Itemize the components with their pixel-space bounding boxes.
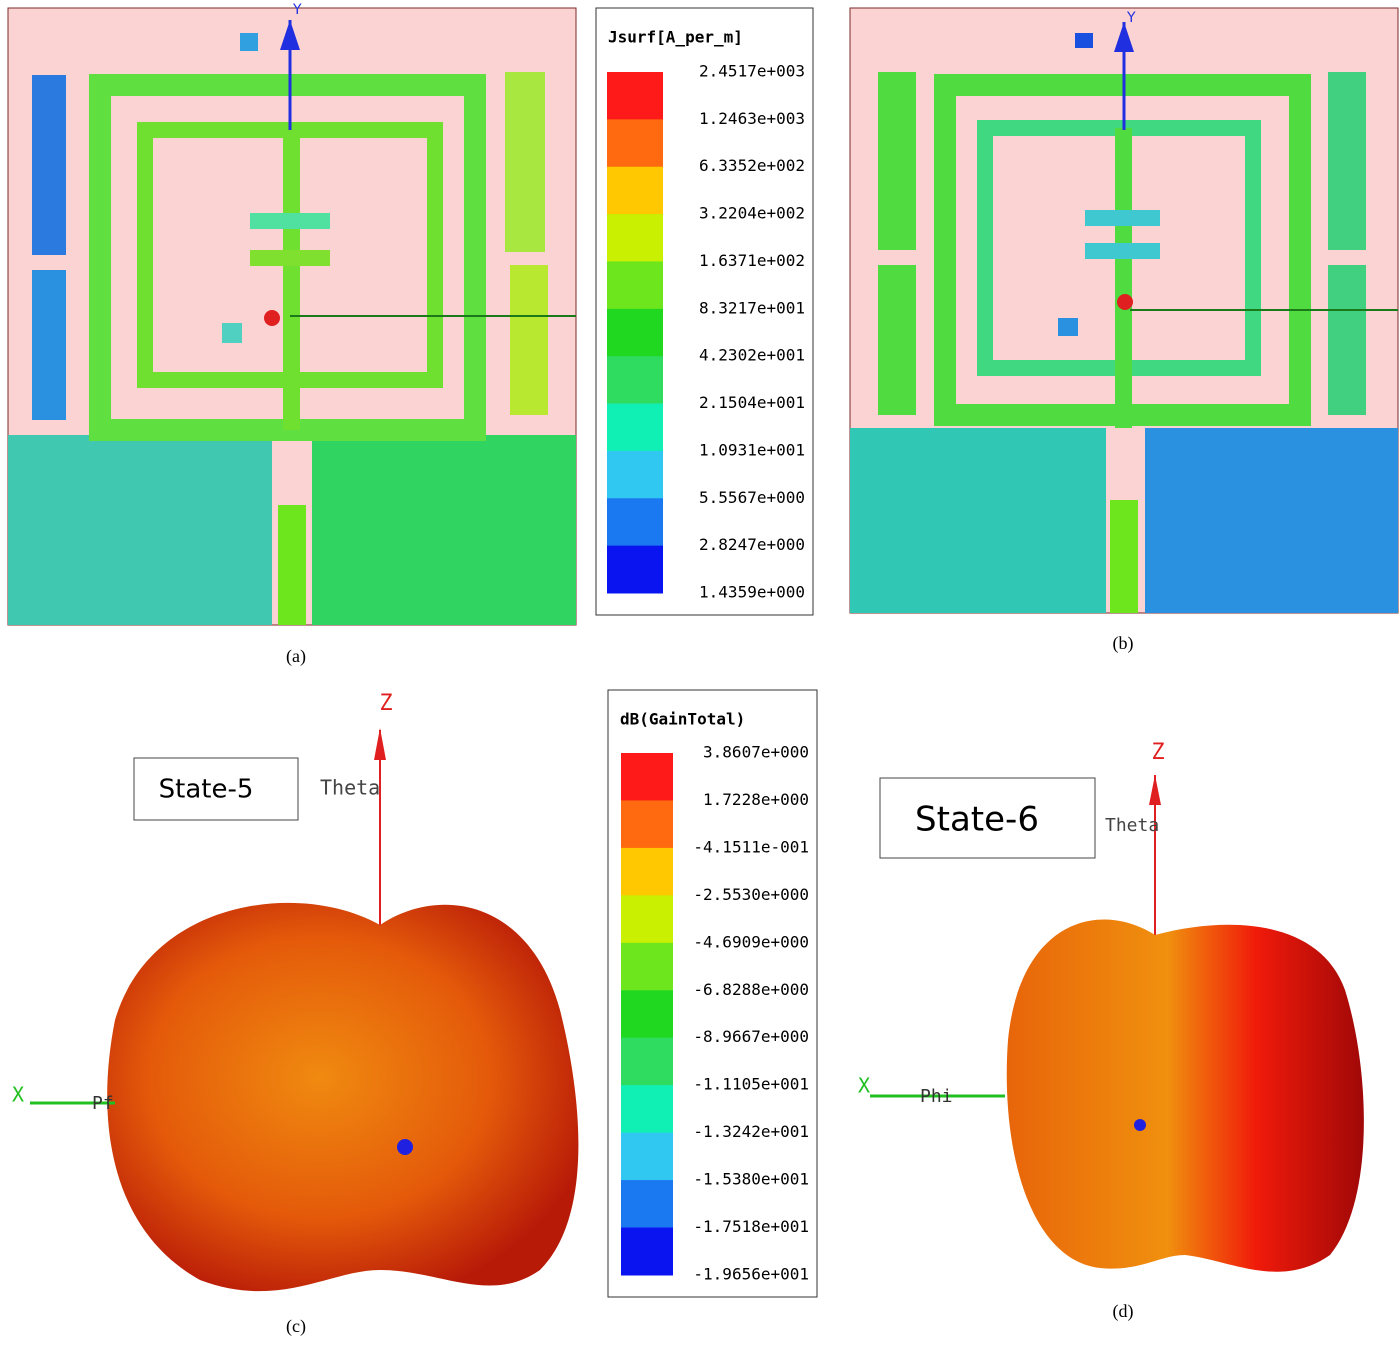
- legend-title: dB(GainTotal): [620, 710, 745, 729]
- legend-label: 2.1504e+001: [699, 393, 805, 412]
- legend-label: -4.6909e+000: [693, 932, 809, 951]
- color-swatch: [621, 1037, 673, 1086]
- axis-label: Z: [1151, 740, 1164, 765]
- axis-label: Theta: [1105, 815, 1159, 836]
- color-swatch: [607, 72, 663, 120]
- legend-label: 1.0931e+001: [699, 440, 805, 459]
- legend-label: -1.5380e+001: [693, 1170, 809, 1189]
- color-swatch: [607, 403, 663, 452]
- axis-label: Phi: [920, 1086, 953, 1107]
- axis-label: Theta: [320, 776, 380, 800]
- legend-label: 1.7228e+000: [703, 790, 809, 809]
- legend-label: 6.3352e+002: [699, 156, 805, 175]
- caption: (c): [286, 1316, 306, 1337]
- state-box: [879, 777, 1096, 859]
- legend-label: 1.2463e+003: [699, 109, 805, 128]
- state-label: State-6: [915, 800, 1039, 840]
- color-swatch: [607, 261, 663, 310]
- axis-label: Z: [379, 691, 392, 716]
- legend-label: -8.9667e+000: [693, 1027, 809, 1046]
- axis-label: Y: [1126, 10, 1136, 26]
- legend-title: Jsurf[A_per_m]: [608, 28, 743, 47]
- caption: (a): [286, 646, 306, 667]
- caption: (b): [1113, 633, 1134, 654]
- color-swatch: [607, 498, 663, 547]
- legend-label: -1.9656e+001: [693, 1265, 809, 1284]
- caption: (d): [1113, 1301, 1134, 1322]
- color-swatch: [607, 119, 663, 168]
- axis-label: Y: [292, 2, 302, 18]
- color-swatch: [607, 545, 663, 594]
- color-swatch: [621, 1132, 673, 1181]
- axis-label: X: [12, 1083, 24, 1107]
- color-swatch: [621, 1085, 673, 1134]
- panel-b: Y: [849, 7, 1399, 614]
- color-swatch: [621, 753, 673, 801]
- legend-label: 2.8247e+000: [699, 535, 805, 554]
- panel-a: Y: [7, 2, 577, 626]
- axis-label: Pf: [92, 1093, 114, 1114]
- legend-label: 5.5567e+000: [699, 488, 805, 507]
- color-swatch: [621, 800, 673, 849]
- state-label: State-5: [159, 775, 254, 805]
- color-swatch: [621, 1180, 673, 1229]
- color-swatch: [607, 356, 663, 405]
- legend-label: -1.3242e+001: [693, 1122, 809, 1141]
- legend-label: -6.8288e+000: [693, 980, 809, 999]
- color-swatch: [621, 1227, 673, 1276]
- panel-c: State-5 Z Theta X Pf: [12, 691, 579, 1292]
- color-swatch: [621, 847, 673, 896]
- legend-label: 2.4517e+003: [699, 62, 805, 81]
- legend-label: 3.2204e+002: [699, 204, 805, 223]
- legend-label: 1.4359e+000: [699, 583, 805, 602]
- state-box: [133, 757, 299, 821]
- color-swatch: [607, 214, 663, 262]
- legend-label: -1.7518e+001: [693, 1217, 809, 1236]
- color-swatch: [607, 450, 663, 499]
- legend-label: 8.3217e+001: [699, 298, 805, 317]
- legend-label: -4.1511e-001: [693, 837, 809, 856]
- color-swatch: [607, 308, 663, 357]
- color-swatch: [621, 990, 673, 1039]
- color-swatch: [607, 166, 663, 215]
- color-swatch: [621, 942, 673, 991]
- color-swatch: [621, 895, 673, 944]
- legend-label: 4.2302e+001: [699, 346, 805, 365]
- legend-label: -1.1105e+001: [693, 1075, 809, 1094]
- panel-d: State-6 Z Theta X Phi: [858, 740, 1364, 1272]
- legends: Jsurf[A_per_m] 2.4517e+003 1.2463e+003 6.33…: [595, 7, 818, 1298]
- axis-label: X: [858, 1074, 870, 1098]
- legend-label: 3.8607e+000: [703, 743, 809, 762]
- legend-label: -2.5530e+000: [693, 885, 809, 904]
- legend-label: 1.6371e+002: [699, 251, 805, 270]
